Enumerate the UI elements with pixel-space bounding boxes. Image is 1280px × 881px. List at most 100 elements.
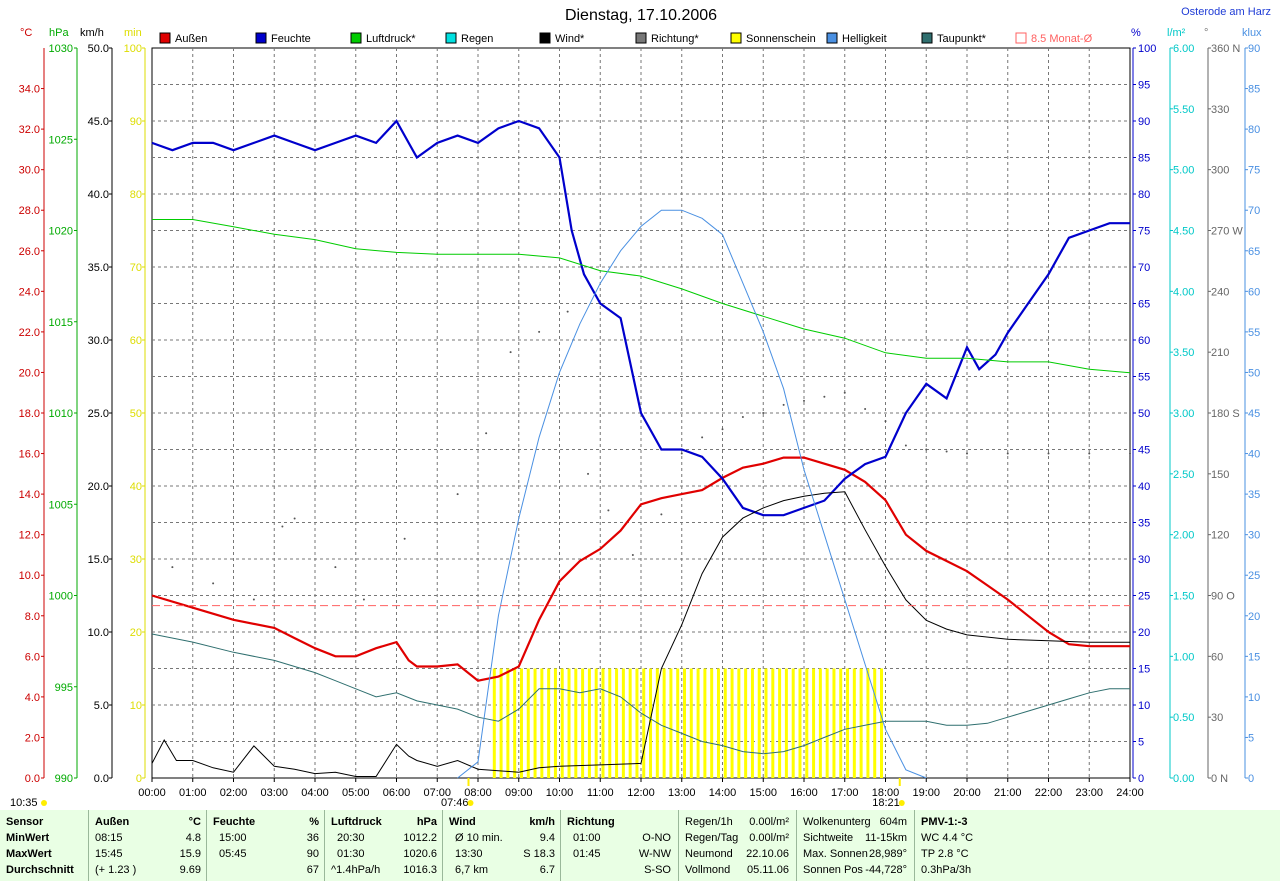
axis-tick-label: 0 N — [1211, 773, 1228, 785]
stat-wind: Wind km/h Ø 10 min. 9.4 13:30 S 18.3 6,7… — [442, 810, 561, 881]
legend-swatch — [635, 32, 647, 44]
axis-tick-label: 30.0 — [19, 165, 40, 177]
axis-tick-label: 0.0 — [94, 773, 109, 785]
x-tick-label: 08:00 — [464, 787, 492, 799]
axis-tick-label: 0.00 — [1173, 773, 1194, 785]
axis-tick-label: 0 — [1248, 773, 1254, 785]
legend-label: Richtung* — [651, 33, 699, 45]
stat-time: 6,7 km — [455, 864, 489, 876]
x-tick-label: 03:00 — [260, 787, 288, 799]
direction-point — [966, 452, 968, 455]
axis-tick-label: 30 — [1248, 530, 1260, 542]
legend-swatch — [730, 32, 742, 44]
unit-temp: °C — [20, 27, 32, 39]
stat-label: Regen/1h — [685, 816, 733, 828]
stat-label: MinWert — [6, 832, 50, 844]
x-tick-label: 10:00 — [546, 787, 574, 799]
stat-time: ^1.4hPa/h — [331, 864, 381, 876]
stat-header: Richtung — [567, 816, 615, 828]
stat-value: -44,728° — [865, 864, 907, 876]
stat-value: 67 — [306, 864, 319, 876]
axis-tick-label: 65 — [1248, 246, 1260, 258]
direction-point — [925, 448, 928, 451]
stat-unit: km/h — [529, 816, 555, 828]
stat-value: 4.8 — [185, 832, 201, 844]
axis-tick-label: 1025 — [49, 134, 73, 146]
legend-swatch — [539, 32, 551, 44]
axis-tick-label: 1020 — [49, 226, 73, 238]
stat-cloud-sun: Wolkenunterg 604m Sichtweite 11-15km Max… — [796, 810, 915, 881]
sunset-dot — [898, 800, 905, 806]
stat-rain-moon: Regen/1h 0.00l/m² Regen/Tag 0.00l/m² Neu… — [678, 810, 797, 881]
x-tick-label: 21:00 — [994, 787, 1022, 799]
stat-label: Max. Sonnen — [803, 848, 868, 860]
stat-value: 9.69 — [179, 864, 201, 876]
direction-point — [945, 450, 948, 453]
axis-tick-label: 80 — [130, 189, 142, 201]
x-tick-label: 00:00 — [138, 787, 166, 799]
axis-tick-label: 4.00 — [1173, 286, 1194, 298]
legend-label: 8.5 Monat-Ø — [1031, 33, 1093, 45]
axis-tick-label: 20.0 — [19, 367, 40, 379]
axis-tick-label: 10 — [130, 700, 142, 712]
stat-header: Wind — [449, 816, 476, 828]
axis-tick-label: 3.50 — [1173, 347, 1194, 359]
stat-value: 9.4 — [539, 832, 555, 844]
stat-value: 15.9 — [179, 848, 201, 860]
axis-tick-label: 45 — [1138, 445, 1150, 457]
chart-title: Dienstag, 17.10.2006 — [565, 7, 717, 24]
axis-tick-label: 18.0 — [19, 408, 40, 420]
x-tick-label: 20:00 — [953, 787, 981, 799]
axis-tick-label: 90 — [1138, 116, 1150, 128]
axis-tick-label: 15.0 — [88, 554, 109, 566]
axis-tick-label: 50 — [130, 408, 142, 420]
unit-sun: min — [124, 27, 142, 39]
axis-tick-label: 20 — [130, 627, 142, 639]
axis-tick-label: 1030 — [49, 43, 73, 55]
axis-tick-label: 25 — [1248, 570, 1260, 582]
axis-tick-label: 300 — [1211, 165, 1229, 177]
direction-point — [293, 517, 296, 520]
axis-tick-label: 75 — [1138, 226, 1150, 238]
axis-tick-label: 30 — [1211, 712, 1223, 724]
axis-tick-label: 55 — [1138, 372, 1150, 384]
direction-point — [252, 598, 255, 601]
legend-label: Luftdruck* — [366, 33, 416, 45]
axis-tick-label: 1000 — [49, 591, 73, 603]
stat-humidity: Feuchte % 15:00 36 05:45 90 67 — [206, 810, 325, 881]
stat-value: 05.11.06 — [746, 864, 789, 876]
series-line-außen — [151, 456, 1130, 682]
unit-lux: klux — [1242, 27, 1262, 39]
axis-tick-label: 90 — [1248, 43, 1260, 55]
direction-point — [864, 407, 867, 410]
axis-tick-label: 30.0 — [88, 335, 109, 347]
stat-value: 6.7 — [539, 864, 555, 876]
sunset-label: 18:21 — [872, 797, 900, 809]
axis-tick-label: 95 — [1138, 80, 1150, 92]
axis-tick-label: 1.00 — [1173, 651, 1194, 663]
axis-tick-label: 270 W — [1211, 226, 1243, 238]
stat-value: 11-15km — [865, 832, 907, 844]
stat-label: Sichtweite — [803, 832, 854, 844]
stat-time: 01:30 — [337, 848, 365, 860]
axis-tick-label: 50 — [1138, 408, 1150, 420]
legend-item: Richtung* — [635, 32, 699, 45]
axis-tick-label: 330 — [1211, 104, 1229, 116]
stat-header: Feuchte — [213, 816, 256, 828]
series-line-helligkeit — [457, 209, 927, 779]
station-name: Osterode am Harz — [1181, 6, 1271, 18]
sunrise-dot — [467, 800, 474, 806]
axis-tick-label: 2.0 — [25, 732, 40, 744]
stat-unit: hPa — [416, 816, 437, 828]
axis-tick-label: 50 — [1248, 367, 1260, 379]
axis-tick-label: 0 — [136, 773, 142, 785]
axis-tick-label: 60 — [1211, 651, 1223, 663]
x-tick-label: 09:00 — [505, 787, 533, 799]
axis-tick-label: 24.0 — [19, 286, 40, 298]
legend-label: Wind* — [555, 33, 585, 45]
axis-tick-label: 10.0 — [88, 627, 109, 639]
unit-wind: km/h — [80, 27, 104, 39]
legend-label: Sonnenschein — [746, 33, 816, 45]
stat-time: 15:00 — [219, 832, 247, 844]
direction-point — [660, 513, 663, 516]
